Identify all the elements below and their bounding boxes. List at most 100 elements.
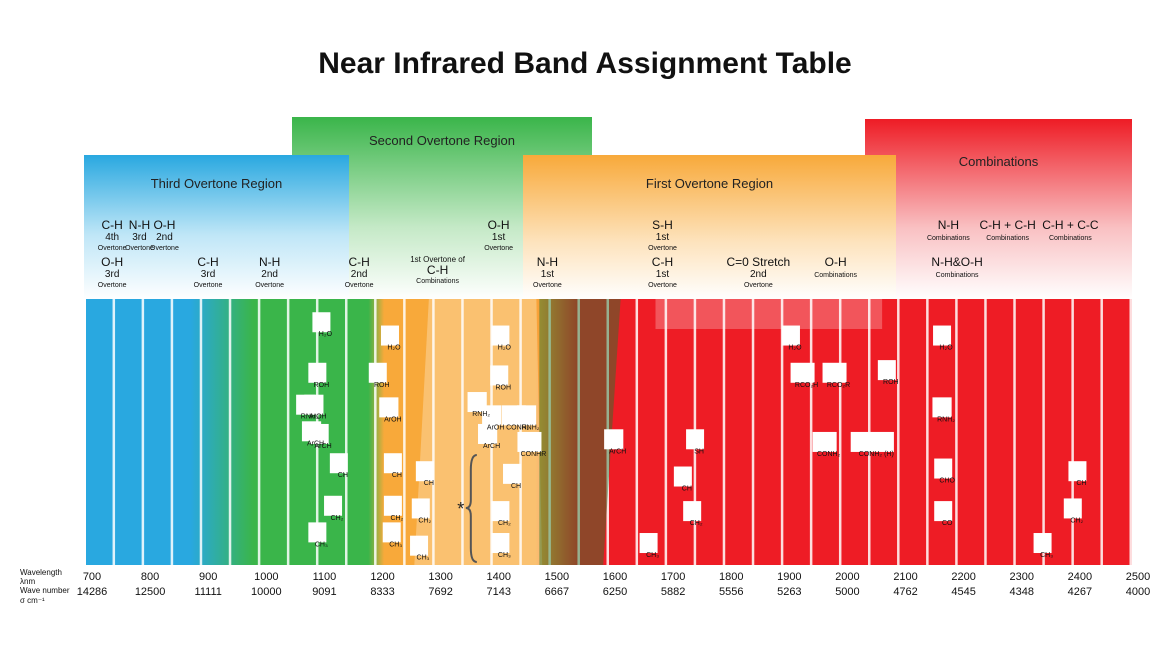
annotation-label: RCO₂R [827,382,850,389]
wavelength-tick-label: 1700 [661,571,685,583]
wavenumber-tick-label: 5882 [661,586,685,598]
band-group-line: C=0 Stretch [726,255,790,269]
annotation-box [478,423,498,444]
annotation-label: CH₃ [646,552,659,559]
wavelength-tick-label: 1300 [428,571,452,583]
wavenumber-tick-label: 12500 [135,586,166,598]
wavenumber-tick-label: 11111 [195,586,222,598]
band-group-line: Combinations [986,235,1029,242]
annotation-box [503,463,522,484]
annotation-label: ROH [495,384,511,391]
annotation-label: H₂O [319,331,333,338]
band-group-line: N-H [259,255,280,269]
wavelength-tick-label: 800 [141,571,159,583]
column-divider [257,299,261,565]
wavelength-tick-label: 2000 [835,571,859,583]
region-label: First Overtone Region [646,176,773,191]
column-divider [722,299,726,565]
annotation-box [1068,461,1087,482]
band-group-line: Combinations [936,272,979,279]
annotation-box [415,461,434,482]
band-group-line: 2nd [750,269,767,280]
annotation-label: CO [942,520,953,527]
band-group-line: 2nd [261,269,278,280]
annotation-label: CH₂ [498,520,511,527]
wavenumber-tick-label: 10000 [251,586,282,598]
annotation-box [308,522,327,543]
band-group-line: Overtone [744,282,773,289]
column-divider [897,299,900,565]
wavenumber-tick-label: 7692 [428,586,452,598]
band-group-line: N-H [537,255,558,269]
column-divider [228,299,232,565]
column-divider [1071,299,1074,565]
annotation-label: H₂O [788,345,802,352]
annotation-box [604,429,624,450]
annotation-label: H₂O [939,345,953,352]
band-group-line: C-H [348,255,369,269]
annotation-box [329,453,348,474]
annotation-label: CHO [939,478,955,485]
column-divider [199,299,203,565]
column-divider [955,299,958,565]
column-divider [577,299,580,565]
annotation-box [516,405,537,426]
annotation-box [368,362,387,383]
region-label: Combinations [959,154,1039,169]
overlap-band [539,299,621,565]
annotation-box [383,453,402,474]
annotation-box [490,365,509,386]
band-group-line: Overtone [533,282,562,289]
annotation-label: RNH₂ [522,424,540,431]
wavenumber-unit-label: σ cm⁻¹ [20,596,45,605]
annotation-label: RCO₂H [795,382,818,389]
column-divider [141,299,145,565]
column-divider [1013,299,1016,565]
annotation-label: CH₃ [417,555,430,562]
wavenumber-tick-label: 4545 [951,586,975,598]
band-group-line: Overtone [194,282,223,289]
annotation-box [312,312,331,333]
column-divider [345,299,348,565]
band-group-line: O-H [825,255,847,269]
annotation-box [491,325,510,346]
column-divider [1100,299,1103,565]
annotation-label: ArOH [309,414,327,421]
first-overtone-highlight [655,299,883,329]
column-divider [751,299,755,565]
region-label: Second Overtone Region [369,133,515,148]
wavelength-tick-label: 2400 [1068,571,1092,583]
band-group-line: C-H + C-C [1042,218,1099,232]
wavenumber-tick-label: 4267 [1068,586,1092,598]
band-group-line: Overtone [484,245,513,252]
column-divider [432,299,435,565]
wavenumber-tick-label: 9091 [312,586,336,598]
annotation-box [309,423,329,444]
annotation-label: ArOH [384,416,402,423]
annotation-label: RNH₂ [301,414,319,421]
annotation-box [934,458,953,479]
chart-title: Near Infrared Band Assignment Table [318,47,851,80]
annotation-label: CONH₂ (H) [859,451,894,458]
band-group-line: C-H [197,255,218,269]
wavelength-label: Wavelength [20,568,62,577]
band-group-line: O-H [153,218,175,232]
annotation-label: ROH [883,379,899,386]
band-group-line: Overtone [150,245,179,252]
annotation-box [877,360,896,381]
band-group-line: Overtone [648,245,677,252]
band-group-line: Overtone [648,282,677,289]
wavelength-tick-label: 1400 [487,571,511,583]
column-divider [1042,299,1045,565]
wavelength-tick-label: 2100 [893,571,917,583]
wavelength-tick-label: 1800 [719,571,743,583]
wavelength-unit-label: λnm [20,577,35,586]
column-divider [780,299,784,565]
annotation-label: RNH₂ [937,416,955,423]
band-group-label: O-H Combinations [814,255,857,279]
annotation-box [491,533,510,554]
wavenumber-tick-label: 7143 [487,586,511,598]
